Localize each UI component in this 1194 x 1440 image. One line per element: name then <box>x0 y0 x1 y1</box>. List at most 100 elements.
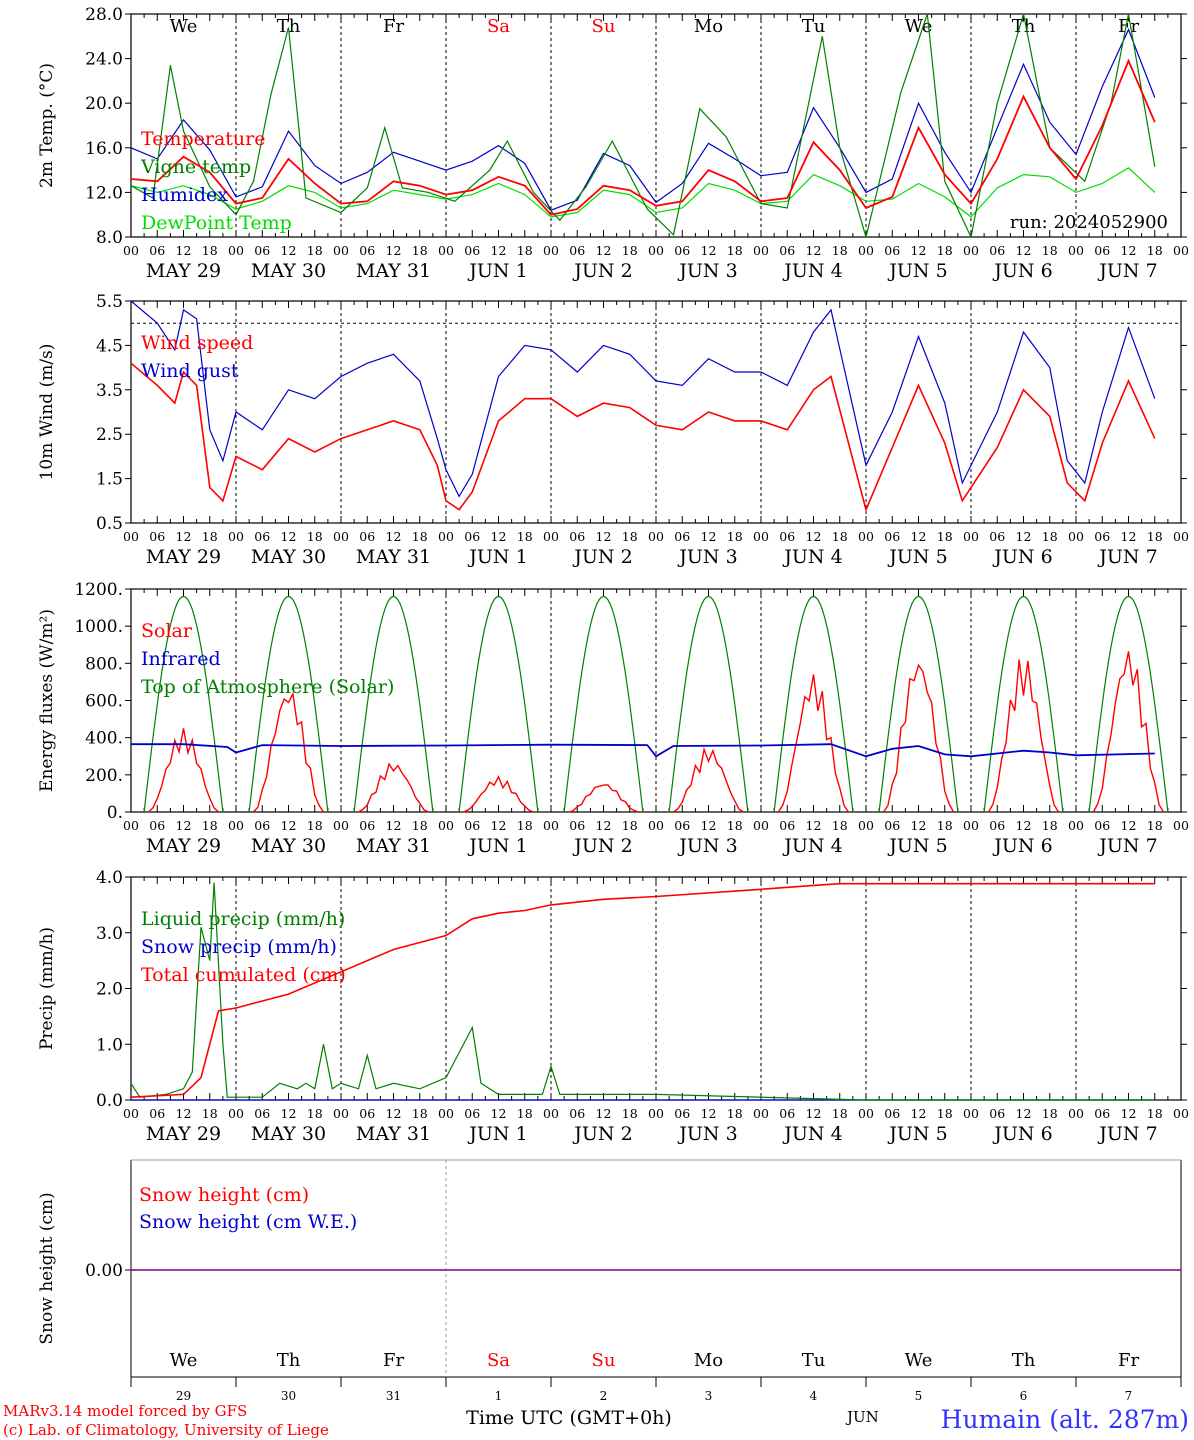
energy-ytick-label: 400. <box>85 729 123 749</box>
precip-hour-label: 12 <box>1016 1106 1032 1121</box>
precip-date-label: JUN 1 <box>467 1123 527 1145</box>
temp-weekday-label: Su <box>592 16 616 37</box>
wind-date-label: MAY 30 <box>251 546 326 568</box>
energy-ylabel: Energy fluxes (W/m²) <box>37 609 57 792</box>
temp-date-label: JUN 1 <box>467 260 527 282</box>
toa-arc <box>248 595 329 813</box>
wind-hour-label: 00 <box>228 529 244 544</box>
energy-hour-label: 12 <box>386 818 402 833</box>
energy-date-label: JUN 1 <box>467 835 527 857</box>
precip-hour-label: 06 <box>674 1106 690 1121</box>
energy-hour-label: 00 <box>228 818 244 833</box>
wind-hour-label: 18 <box>937 529 953 544</box>
wind-hour-label: 12 <box>1121 529 1137 544</box>
snow-weekday-label: Tu <box>802 1350 826 1371</box>
snow-weekday-label: We <box>170 1350 198 1371</box>
wind-hour-label: 12 <box>911 529 927 544</box>
temp-hour-label: 00 <box>333 243 349 258</box>
temp-hour-label: 18 <box>1147 243 1163 258</box>
wind-hour-label: 18 <box>1147 529 1163 544</box>
precip-date-label: MAY 29 <box>146 1123 221 1145</box>
energy-hour-label: 00 <box>123 818 139 833</box>
precip-hour-label: 06 <box>779 1106 795 1121</box>
precip-legend-0: Liquid precip (mm/h) <box>141 908 345 930</box>
precip-hour-label: 12 <box>176 1106 192 1121</box>
energy-hour-label: 12 <box>911 818 927 833</box>
wind-hour-label: 18 <box>727 529 743 544</box>
energy-hour-label: 18 <box>412 818 428 833</box>
temp-ytick-label: 16.0 <box>85 139 123 159</box>
temp-hour-label: 00 <box>438 243 454 258</box>
temp-hour-label: 18 <box>307 243 323 258</box>
temp-date-label: MAY 30 <box>251 260 326 282</box>
energy-ytick-label: 1000. <box>74 617 123 637</box>
solar-curve <box>568 784 639 813</box>
toa-arc <box>983 595 1064 813</box>
wind-hour-label: 06 <box>1094 529 1110 544</box>
precip-hour-label: 12 <box>911 1106 927 1121</box>
energy-hour-label: 18 <box>832 818 848 833</box>
energy-hour-label: 06 <box>359 818 375 833</box>
temp-hour-label: 00 <box>228 243 244 258</box>
day-number-label: 7 <box>1125 1389 1133 1403</box>
temp-ytick-label: 24.0 <box>85 50 123 70</box>
energy-date-label: JUN 6 <box>992 835 1052 857</box>
wind-hour-label: 00 <box>123 529 139 544</box>
temp-ylabel: 2m Temp. (°C) <box>37 63 57 188</box>
temp-hour-label: 12 <box>281 243 297 258</box>
precip-hour-label: 00 <box>1173 1106 1189 1121</box>
precip-hour-label: 18 <box>202 1106 218 1121</box>
temp-hour-label: 12 <box>491 243 507 258</box>
wind-legend-0: Wind speed <box>141 332 253 354</box>
temp-date-label: JUN 3 <box>677 260 737 282</box>
snow-legend-1: Snow height (cm W.E.) <box>139 1211 357 1233</box>
temp-legend-0: Temperature <box>141 128 265 150</box>
temp-legend-1: Vigne temp <box>140 156 251 178</box>
energy-ytick-label: 1200. <box>74 580 123 600</box>
temp-hour-label: 12 <box>701 243 717 258</box>
temp-date-label: MAY 31 <box>356 260 431 282</box>
temp-hour-label: 06 <box>359 243 375 258</box>
precip-hour-label: 18 <box>622 1106 638 1121</box>
temp-ytick-label: 8.0 <box>96 228 123 248</box>
precip-hour-label: 12 <box>1121 1106 1137 1121</box>
month-label: JUN <box>845 1408 879 1426</box>
wind-speed-line <box>130 362 1156 513</box>
precip-hour-label: 18 <box>832 1106 848 1121</box>
temp-date-label: JUN 5 <box>887 260 947 282</box>
energy-hour-label: 06 <box>674 818 690 833</box>
temp-weekday-label: Th <box>1012 16 1036 37</box>
precip-hour-label: 18 <box>727 1106 743 1121</box>
wind-hour-label: 00 <box>858 529 874 544</box>
wind-hour-label: 06 <box>464 529 480 544</box>
temp-ytick-label: 20.0 <box>85 94 123 114</box>
day-number-label: 6 <box>1020 1389 1028 1403</box>
temp-hour-label: 12 <box>806 243 822 258</box>
wind-date-label: JUN 1 <box>467 546 527 568</box>
wind-hour-label: 06 <box>569 529 585 544</box>
wind-hour-label: 00 <box>648 529 664 544</box>
energy-hour-label: 00 <box>1068 818 1084 833</box>
energy-legend-0: Solar <box>141 620 193 642</box>
precip-hour-label: 18 <box>412 1106 428 1121</box>
wind-hour-label: 06 <box>149 529 165 544</box>
temp-series-line <box>131 28 1156 211</box>
wind-date-label: JUN 6 <box>992 546 1052 568</box>
temp-hour-label: 12 <box>176 243 192 258</box>
temp-legend-3: DewPoint Temp <box>141 212 292 234</box>
energy-hour-label: 12 <box>1121 818 1137 833</box>
precip-date-label: JUN 6 <box>992 1123 1052 1145</box>
temp-series-line <box>131 14 1156 237</box>
temp-date-label: JUN 4 <box>782 260 842 282</box>
solar-curve <box>358 762 429 813</box>
wind-ytick-label: 5.5 <box>96 292 123 312</box>
energy-hour-label: 18 <box>622 818 638 833</box>
snow-weekday-label: We <box>905 1350 933 1371</box>
energy-hour-label: 00 <box>648 818 664 833</box>
temp-hour-label: 00 <box>858 243 874 258</box>
liquid-precip-line <box>130 882 1155 1101</box>
energy-hour-label: 06 <box>1094 818 1110 833</box>
temp-date-label: JUN 7 <box>1097 260 1157 282</box>
wind-ytick-label: 2.5 <box>96 425 123 445</box>
snow-weekday-label: Sa <box>487 1350 510 1371</box>
